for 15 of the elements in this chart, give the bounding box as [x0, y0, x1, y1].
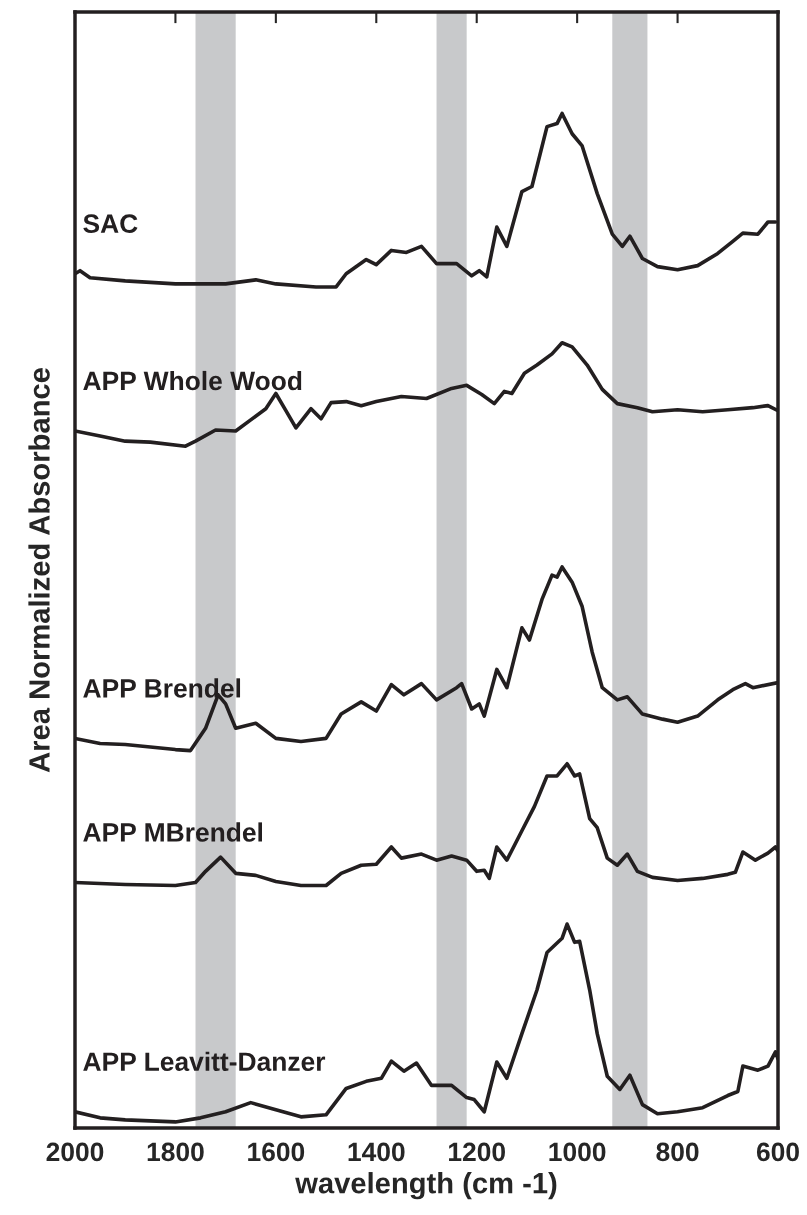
x-tick-label: 600	[756, 1142, 799, 1162]
series-label: APP Brendel	[83, 678, 241, 698]
x-tick-label: 800	[656, 1142, 699, 1162]
series-label: APP Leavitt-Danzer	[83, 1051, 326, 1072]
x-tick-label: 1400	[348, 1142, 405, 1162]
y-axis-title: Area Normalized Absorbance	[28, 368, 50, 773]
x-axis-title: wavelength (cm -1)	[295, 1172, 557, 1200]
x-tick-label: 1000	[549, 1142, 606, 1162]
x-tick-label: 1800	[147, 1142, 204, 1162]
series-label: APP MBrendel	[83, 822, 263, 842]
x-tick-label: 1200	[449, 1142, 505, 1162]
series-label: APP Whole Wood	[83, 370, 302, 391]
series-label: SAC	[83, 214, 138, 234]
x-tick-label: 2000	[46, 1142, 104, 1162]
x-tick-label: 1600	[248, 1142, 305, 1162]
